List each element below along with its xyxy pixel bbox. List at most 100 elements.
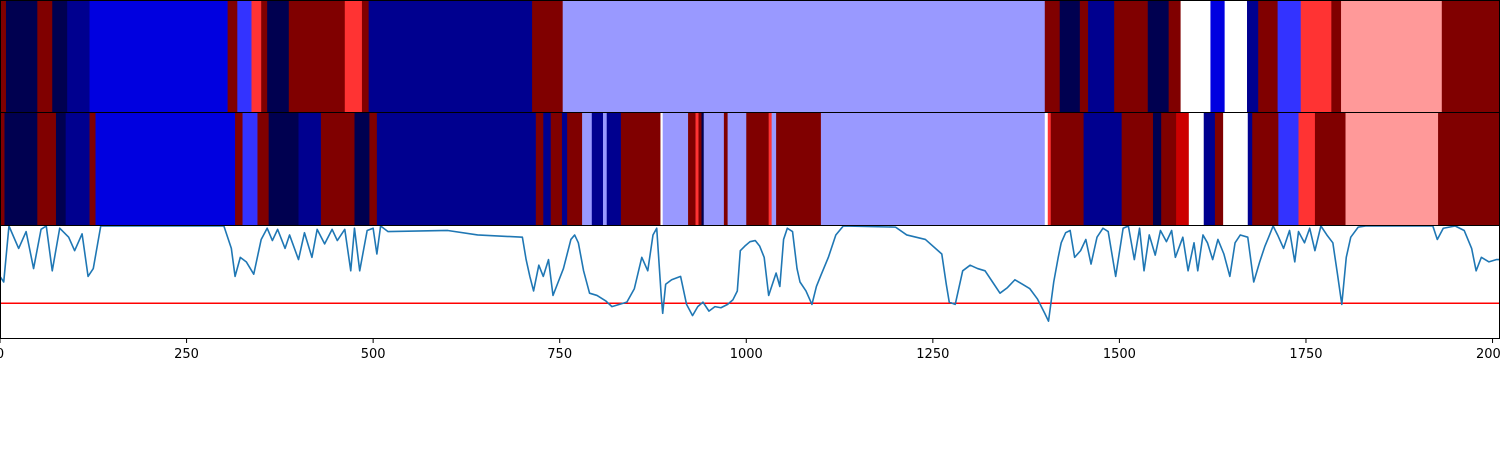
heatmap-cell	[362, 1, 369, 112]
heatmap-cell	[1315, 113, 1346, 225]
heatmap-cell	[67, 1, 90, 112]
heatmap-cell	[1045, 1, 1060, 112]
heatmap-cell	[1169, 1, 1181, 112]
heatmap-cell	[663, 113, 689, 225]
heatmap-cell	[289, 1, 345, 112]
heatmap-cell	[704, 113, 725, 225]
heatmap-cell	[1048, 113, 1051, 225]
x-tick-label: 2000	[1476, 347, 1500, 362]
heatmap-cell	[1045, 113, 1048, 225]
heatmap-cell	[251, 1, 261, 112]
heatmap-cell	[696, 113, 699, 225]
heatmap-cell	[52, 1, 67, 112]
heatmap-cell	[582, 113, 592, 225]
heatmap-cell	[1225, 1, 1248, 112]
heatmap-track-middle	[0, 113, 1500, 225]
heatmap-cell	[592, 113, 604, 225]
heatmap-cell	[235, 113, 243, 225]
heatmap-cell	[1084, 113, 1122, 225]
x-tick-label: 250	[174, 347, 199, 362]
heatmap-cell	[1301, 1, 1332, 112]
x-tick-label: 1750	[1289, 347, 1322, 362]
x-tick-label: 1500	[1103, 347, 1136, 362]
heatmap-cell	[269, 113, 299, 225]
heatmap-cell	[1204, 113, 1216, 225]
heatmap-cell	[551, 113, 563, 225]
heatmap-cell	[1247, 1, 1259, 112]
heatmap-cell	[567, 113, 582, 225]
heatmap-cell	[66, 113, 90, 225]
heatmap-cell	[377, 113, 536, 225]
x-axis: 0 250 500 750 1000 1250 1500 1750 2000	[0, 339, 1500, 363]
heatmap-cell	[56, 113, 66, 225]
heatmap-cell	[536, 113, 544, 225]
heatmap-cell	[1210, 1, 1225, 112]
heatmap-cell	[1438, 113, 1500, 225]
heatmap-cell	[821, 113, 1045, 225]
heatmap-cell	[769, 113, 772, 225]
heatmap-cell	[37, 113, 56, 225]
heatmap-cell	[1148, 1, 1169, 112]
x-tick-label: 750	[547, 347, 572, 362]
x-tick-label: 0	[0, 347, 4, 362]
heatmap-cell	[321, 113, 355, 225]
heatmap-cell	[1060, 1, 1081, 112]
heatmap-cell	[772, 113, 777, 225]
heatmap-cell	[1346, 113, 1439, 225]
heatmap-cell	[257, 113, 269, 225]
heatmap-cell	[237, 1, 252, 112]
heatmap-cell	[1189, 113, 1204, 225]
heatmap-cell	[1278, 1, 1302, 112]
heatmap-cell	[688, 113, 696, 225]
heatmap-cell	[532, 1, 563, 112]
heatmap-cell	[37, 1, 52, 112]
heatmap-cell	[1442, 1, 1500, 112]
heatmap-cell	[621, 113, 661, 225]
heatmap-cell	[1080, 1, 1089, 112]
heatmap-cell	[261, 1, 267, 112]
line-panel	[0, 226, 1500, 321]
heatmap-cell	[724, 113, 728, 225]
heatmap-cell	[1051, 113, 1084, 225]
heatmap-cell	[369, 1, 533, 112]
heatmap-cell	[299, 113, 322, 225]
heatmap-cell	[1258, 1, 1278, 112]
heatmap-cell	[1181, 1, 1211, 112]
heatmap-track-top	[0, 1, 1500, 112]
heatmap-cell	[90, 1, 228, 112]
heatmap-cell	[354, 113, 369, 225]
heatmap-cell	[6, 1, 38, 112]
x-tick-label: 500	[361, 347, 386, 362]
heatmap-cell	[1114, 1, 1148, 112]
heatmap-cell	[1223, 113, 1248, 225]
heatmap-cell	[562, 113, 568, 225]
heatmap-cell	[369, 113, 377, 225]
x-tick-label: 1250	[916, 347, 949, 362]
heatmap-cell	[90, 113, 96, 225]
heatmap-cell	[1252, 113, 1279, 225]
heatmap-cell	[607, 113, 622, 225]
heatmap-cell	[1153, 113, 1162, 225]
heatmap-cell	[1122, 113, 1154, 225]
heatmap-cell	[563, 1, 1045, 112]
x-tick-label: 1000	[730, 347, 763, 362]
heatmap-cell	[543, 113, 551, 225]
heatmap-cell	[699, 113, 702, 225]
series-line	[0, 226, 1500, 321]
heatmap-cell	[1278, 113, 1299, 225]
heatmap-cell	[746, 113, 769, 225]
heatmap-cell	[728, 113, 747, 225]
heatmap-cell	[96, 113, 236, 225]
heatmap-cell	[1299, 113, 1316, 225]
heatmap-cell	[1176, 113, 1189, 225]
heatmap-cell	[776, 113, 821, 225]
heatmap-cell	[1161, 113, 1176, 225]
heatmap-cell	[1215, 113, 1224, 225]
heatmap-cell	[228, 1, 238, 112]
heatmap-cell	[1248, 113, 1253, 225]
heatmap-cell	[1341, 1, 1442, 112]
heatmap-cell	[1331, 1, 1341, 112]
heatmap-cell	[1088, 1, 1115, 112]
heatmap-cell	[243, 113, 258, 225]
